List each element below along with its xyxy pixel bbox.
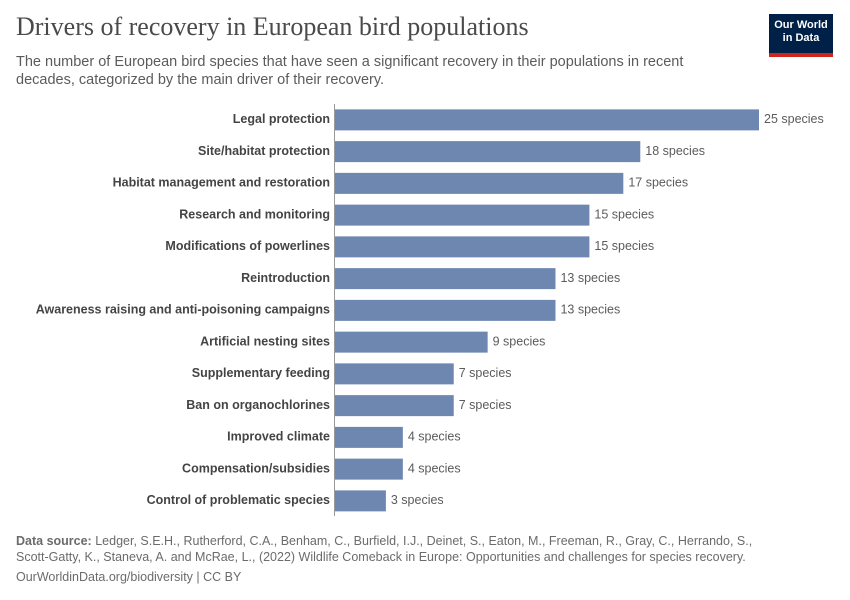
category-label: Control of problematic species bbox=[147, 493, 330, 507]
value-label: 7 species bbox=[459, 366, 512, 380]
bar bbox=[335, 395, 454, 417]
bar bbox=[335, 458, 403, 480]
category-label: Reintroduction bbox=[241, 271, 330, 285]
value-label: 15 species bbox=[594, 207, 654, 221]
chart: Legal protection 25 species Site/habitat p… bbox=[36, 104, 824, 516]
category-label: Supplementary feeding bbox=[192, 366, 330, 380]
value-label: 7 species bbox=[459, 398, 512, 412]
source-text: Ledger, S.E.H., Rutherford, C.A., Benham… bbox=[16, 534, 753, 564]
category-label: Improved climate bbox=[227, 430, 330, 444]
bar bbox=[335, 268, 556, 290]
value-label: 15 species bbox=[594, 239, 654, 253]
value-label: 4 species bbox=[408, 430, 461, 444]
category-label: Awareness raising and anti-poisoning cam… bbox=[36, 303, 330, 317]
value-label: 3 species bbox=[391, 493, 444, 507]
value-label: 25 species bbox=[764, 112, 824, 126]
bar bbox=[335, 109, 759, 131]
bar bbox=[335, 490, 386, 512]
source-label: Data source: bbox=[16, 534, 92, 548]
category-label: Compensation/subsidies bbox=[182, 461, 330, 475]
bar bbox=[335, 204, 590, 226]
value-label: 9 species bbox=[493, 334, 546, 348]
value-label: 4 species bbox=[408, 461, 461, 475]
chart-title: Drivers of recovery in European bird pop… bbox=[16, 12, 529, 41]
chart-subtitle: The number of European bird species that… bbox=[16, 54, 684, 88]
category-label: Research and monitoring bbox=[179, 207, 330, 221]
value-label: 18 species bbox=[645, 144, 705, 158]
source: Data source: Ledger, S.E.H., Rutherford,… bbox=[16, 533, 776, 565]
logo[interactable]: Our World in Data bbox=[769, 14, 833, 57]
category-label: Site/habitat protection bbox=[198, 144, 330, 158]
value-label: 17 species bbox=[628, 176, 688, 190]
bar bbox=[335, 236, 590, 258]
bar bbox=[335, 426, 403, 448]
category-label: Habitat management and restoration bbox=[113, 176, 330, 190]
bar bbox=[335, 331, 488, 353]
bar bbox=[335, 363, 454, 385]
bar bbox=[335, 172, 624, 194]
bar bbox=[335, 299, 556, 321]
category-label: Ban on organochlorines bbox=[186, 398, 330, 412]
value-label: 13 species bbox=[560, 271, 620, 285]
category-label: Artificial nesting sites bbox=[200, 334, 330, 348]
footer[interactable]: OurWorldinData.org/biodiversity | CC BY bbox=[16, 570, 242, 584]
value-label: 13 species bbox=[560, 303, 620, 317]
category-label: Modifications of powerlines bbox=[165, 239, 330, 253]
bar bbox=[335, 141, 641, 163]
category-label: Legal protection bbox=[233, 112, 330, 126]
